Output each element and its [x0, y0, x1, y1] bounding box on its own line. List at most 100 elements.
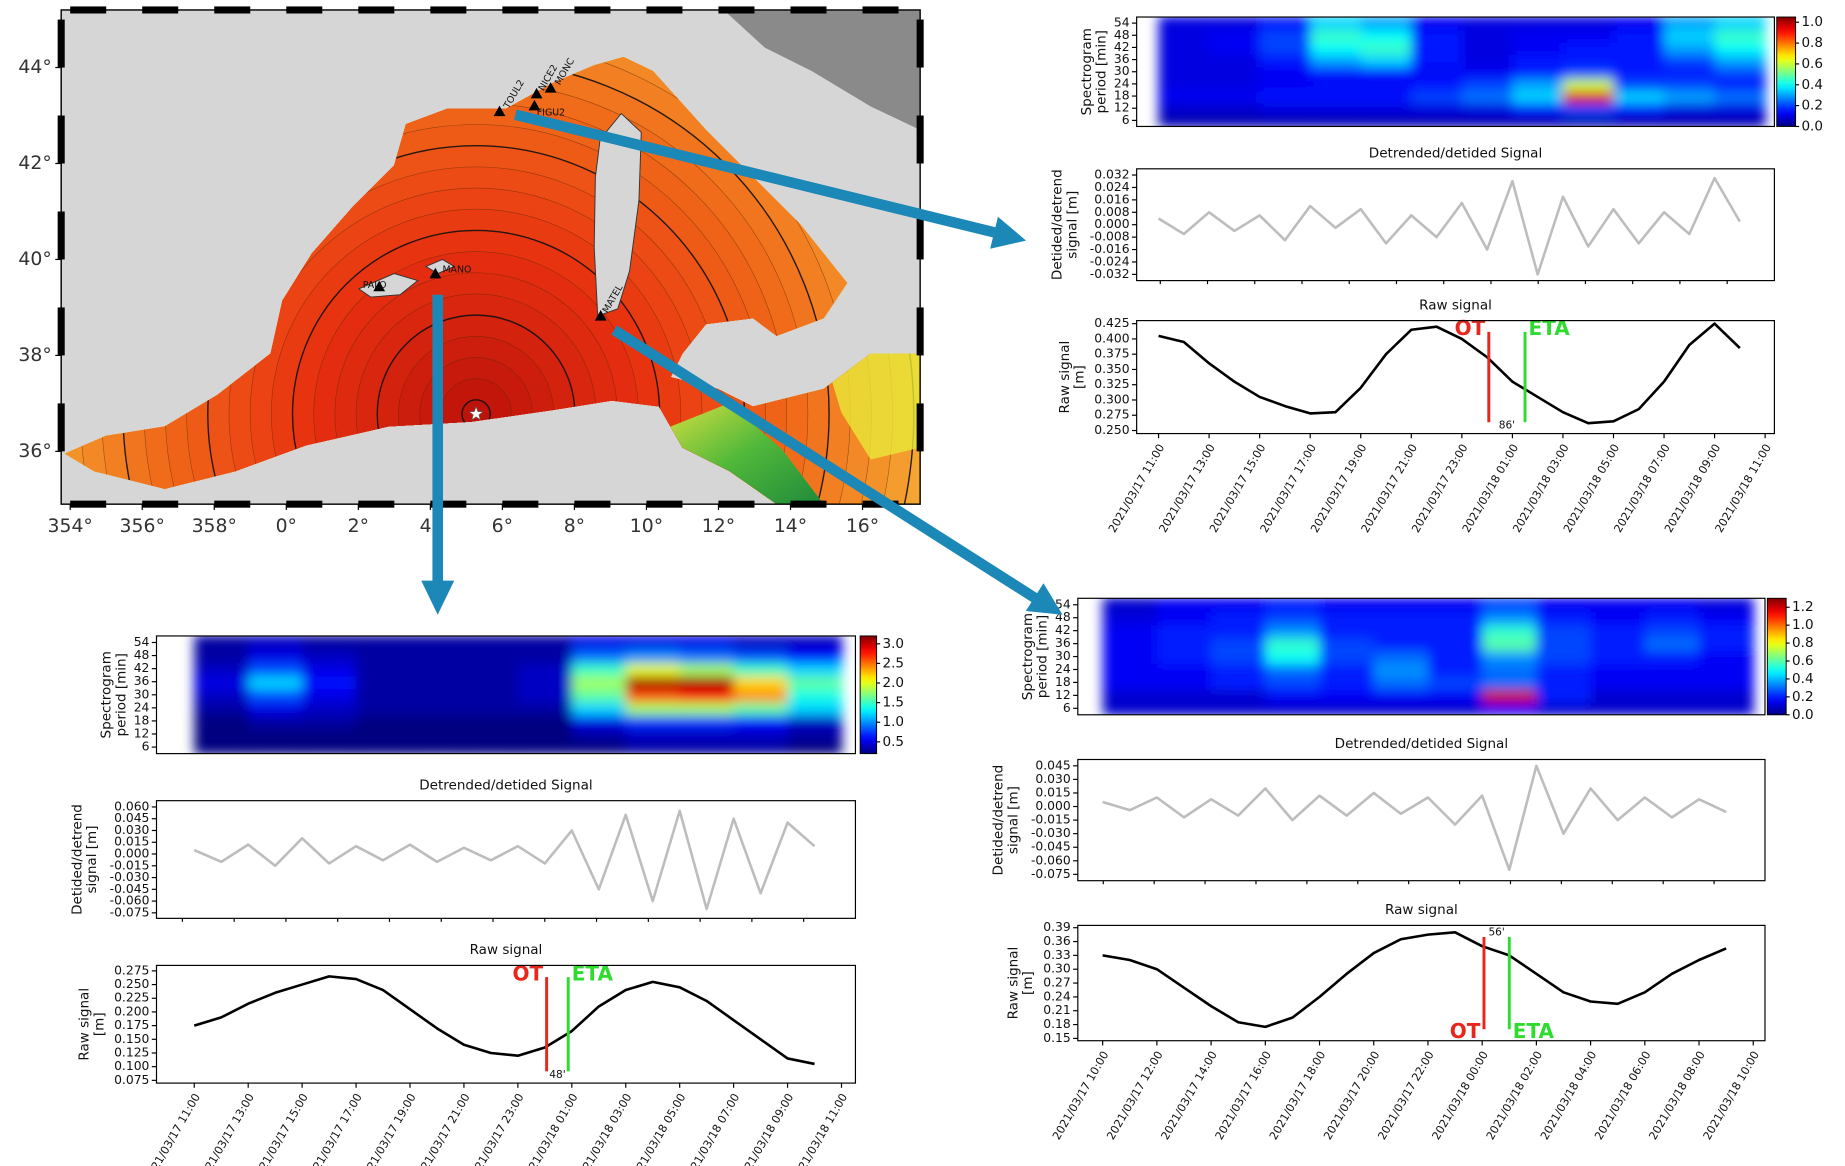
- y-tick-label: 0.045: [1035, 758, 1070, 772]
- heatmap-cell: [733, 700, 789, 716]
- heatmap-cell: [409, 726, 465, 742]
- y-tick-label: 40°: [18, 249, 51, 270]
- y-tick-label: 0.36: [1043, 934, 1071, 948]
- heatmap-cell: [1590, 610, 1646, 626]
- heatmap-cell: [1411, 52, 1463, 67]
- heatmap-cell: [1714, 52, 1766, 67]
- heatmap-cell: [625, 700, 681, 716]
- y-tick-label: 38°: [18, 345, 51, 366]
- x-tick-label: 2021/03/17 18:00: [1267, 1049, 1328, 1142]
- heatmap-cell: [1699, 674, 1754, 691]
- heatmap-cell: [1265, 623, 1321, 639]
- heatmap-cell: [1644, 700, 1700, 715]
- heatmap-cell: [571, 673, 627, 690]
- heatmap-cell: [733, 739, 789, 754]
- heatmap-cell: [1613, 64, 1665, 79]
- y-tick-label: 0.008: [1094, 205, 1129, 219]
- heatmap-cell: [1211, 635, 1266, 652]
- heatmap-cell: [1562, 28, 1615, 43]
- heatmap-cell: [1102, 598, 1158, 613]
- heatmap-cell: [1562, 52, 1615, 67]
- x-tick-label: 2021/03/17 12:00: [1104, 1049, 1165, 1142]
- heatmap-cell: [1102, 623, 1158, 639]
- y-tick-label: 42: [134, 661, 150, 675]
- heatmap-cell: [1714, 100, 1766, 116]
- heatmap-cell: [1259, 28, 1311, 43]
- frame-segment: [646, 500, 683, 508]
- heatmap-cell: [248, 673, 303, 690]
- heatmap-cell: [1590, 648, 1646, 665]
- heatmap-cell: [1512, 100, 1564, 116]
- y-axis-label: Spectrogram: [99, 651, 115, 738]
- heatmap-cell: [1209, 40, 1261, 55]
- colorbar-tick-label: 1.0: [1792, 617, 1814, 633]
- x-tick-label: 2021/03/17 15:00: [1207, 442, 1268, 535]
- y-tick-label: -0.032: [1090, 267, 1130, 281]
- heatmap-cell: [248, 739, 303, 754]
- y-tick-label: 0.425: [1094, 316, 1129, 330]
- heatmap: [1158, 17, 1766, 127]
- y-axis-label: Detided/detrend: [991, 765, 1007, 876]
- x-tick-label: 0°: [276, 516, 297, 537]
- y-axis-label: Spectrogram: [1079, 28, 1095, 115]
- y-tick-label: -0.060: [110, 894, 150, 908]
- x-tick-label: 2021/03/17 20:00: [1321, 1049, 1382, 1142]
- heatmap-cell: [1536, 687, 1592, 704]
- y-tick-label: 0.200: [114, 1004, 149, 1018]
- chart-title: Raw signal: [1419, 297, 1492, 313]
- heatmap-cell: [1411, 64, 1463, 79]
- heatmap-cell: [463, 700, 519, 716]
- heatmap-cell: [409, 647, 465, 664]
- heatmap-cell: [248, 635, 303, 651]
- station-label: MANO: [442, 265, 471, 276]
- heatmap-cell: [1562, 64, 1615, 79]
- heatmap-cell: [1482, 635, 1537, 652]
- heatmap-cell: [463, 726, 519, 742]
- heatmap-cell: [1482, 674, 1537, 691]
- frame-segment: [718, 500, 755, 508]
- heatmap-cell: [248, 726, 303, 742]
- x-tick-label: 2021/03/17 22:00: [1375, 1049, 1436, 1142]
- heatmap-cell: [1536, 635, 1592, 652]
- heatmap-cell: [1536, 661, 1592, 678]
- y-tick-label: 0.125: [114, 1045, 149, 1059]
- arrow: [514, 109, 996, 238]
- heatmap-cell: [571, 635, 627, 651]
- heatmap-cell: [787, 660, 843, 677]
- heatmap-cell: [1259, 64, 1311, 79]
- y-tick-label: 12: [1055, 688, 1071, 702]
- frame-segment: [574, 6, 611, 14]
- heatmap-cell: [1536, 700, 1592, 715]
- y-tick-label: 36°: [18, 441, 51, 462]
- heatmap-cell: [1562, 113, 1615, 127]
- heatmap-cell: [1664, 64, 1716, 79]
- heatmap-cell: [1562, 88, 1615, 104]
- heatmap-cell: [194, 673, 249, 690]
- y-tick-label: 0.024: [1094, 180, 1129, 194]
- x-tick-label: 14°: [774, 516, 807, 537]
- y-tick-label: 0.150: [114, 1032, 149, 1046]
- heatmap-cell: [1319, 687, 1375, 704]
- station: [373, 280, 386, 292]
- colorbar-tick-label: 0.8: [1801, 35, 1823, 51]
- colorbar: [1766, 597, 1787, 716]
- signal-line: [1102, 931, 1727, 1029]
- heatmap-cell: [1644, 623, 1700, 639]
- heatmap-cell: [194, 647, 249, 664]
- heatmap-cell: [1664, 88, 1716, 104]
- heatmap-cell: [409, 635, 465, 651]
- heatmap-cell: [1265, 635, 1321, 652]
- heatmap-cell: [1482, 623, 1537, 639]
- y-tick-label: -0.045: [1031, 840, 1071, 854]
- heatmap-cell: [1265, 610, 1321, 626]
- annotation: 86': [1499, 420, 1515, 432]
- heatmap-cell: [1714, 64, 1766, 79]
- heatmap-cell: [1209, 113, 1261, 127]
- heatmap-cell: [1373, 674, 1429, 691]
- heatmap-cell: [1512, 76, 1564, 92]
- y-tick-label: 0.000: [114, 847, 149, 861]
- heatmap-cell: [1319, 623, 1375, 639]
- station: [530, 87, 543, 99]
- heatmap-cell: [356, 635, 411, 651]
- x-tick-label: 2021/03/17 17:00: [1258, 442, 1319, 535]
